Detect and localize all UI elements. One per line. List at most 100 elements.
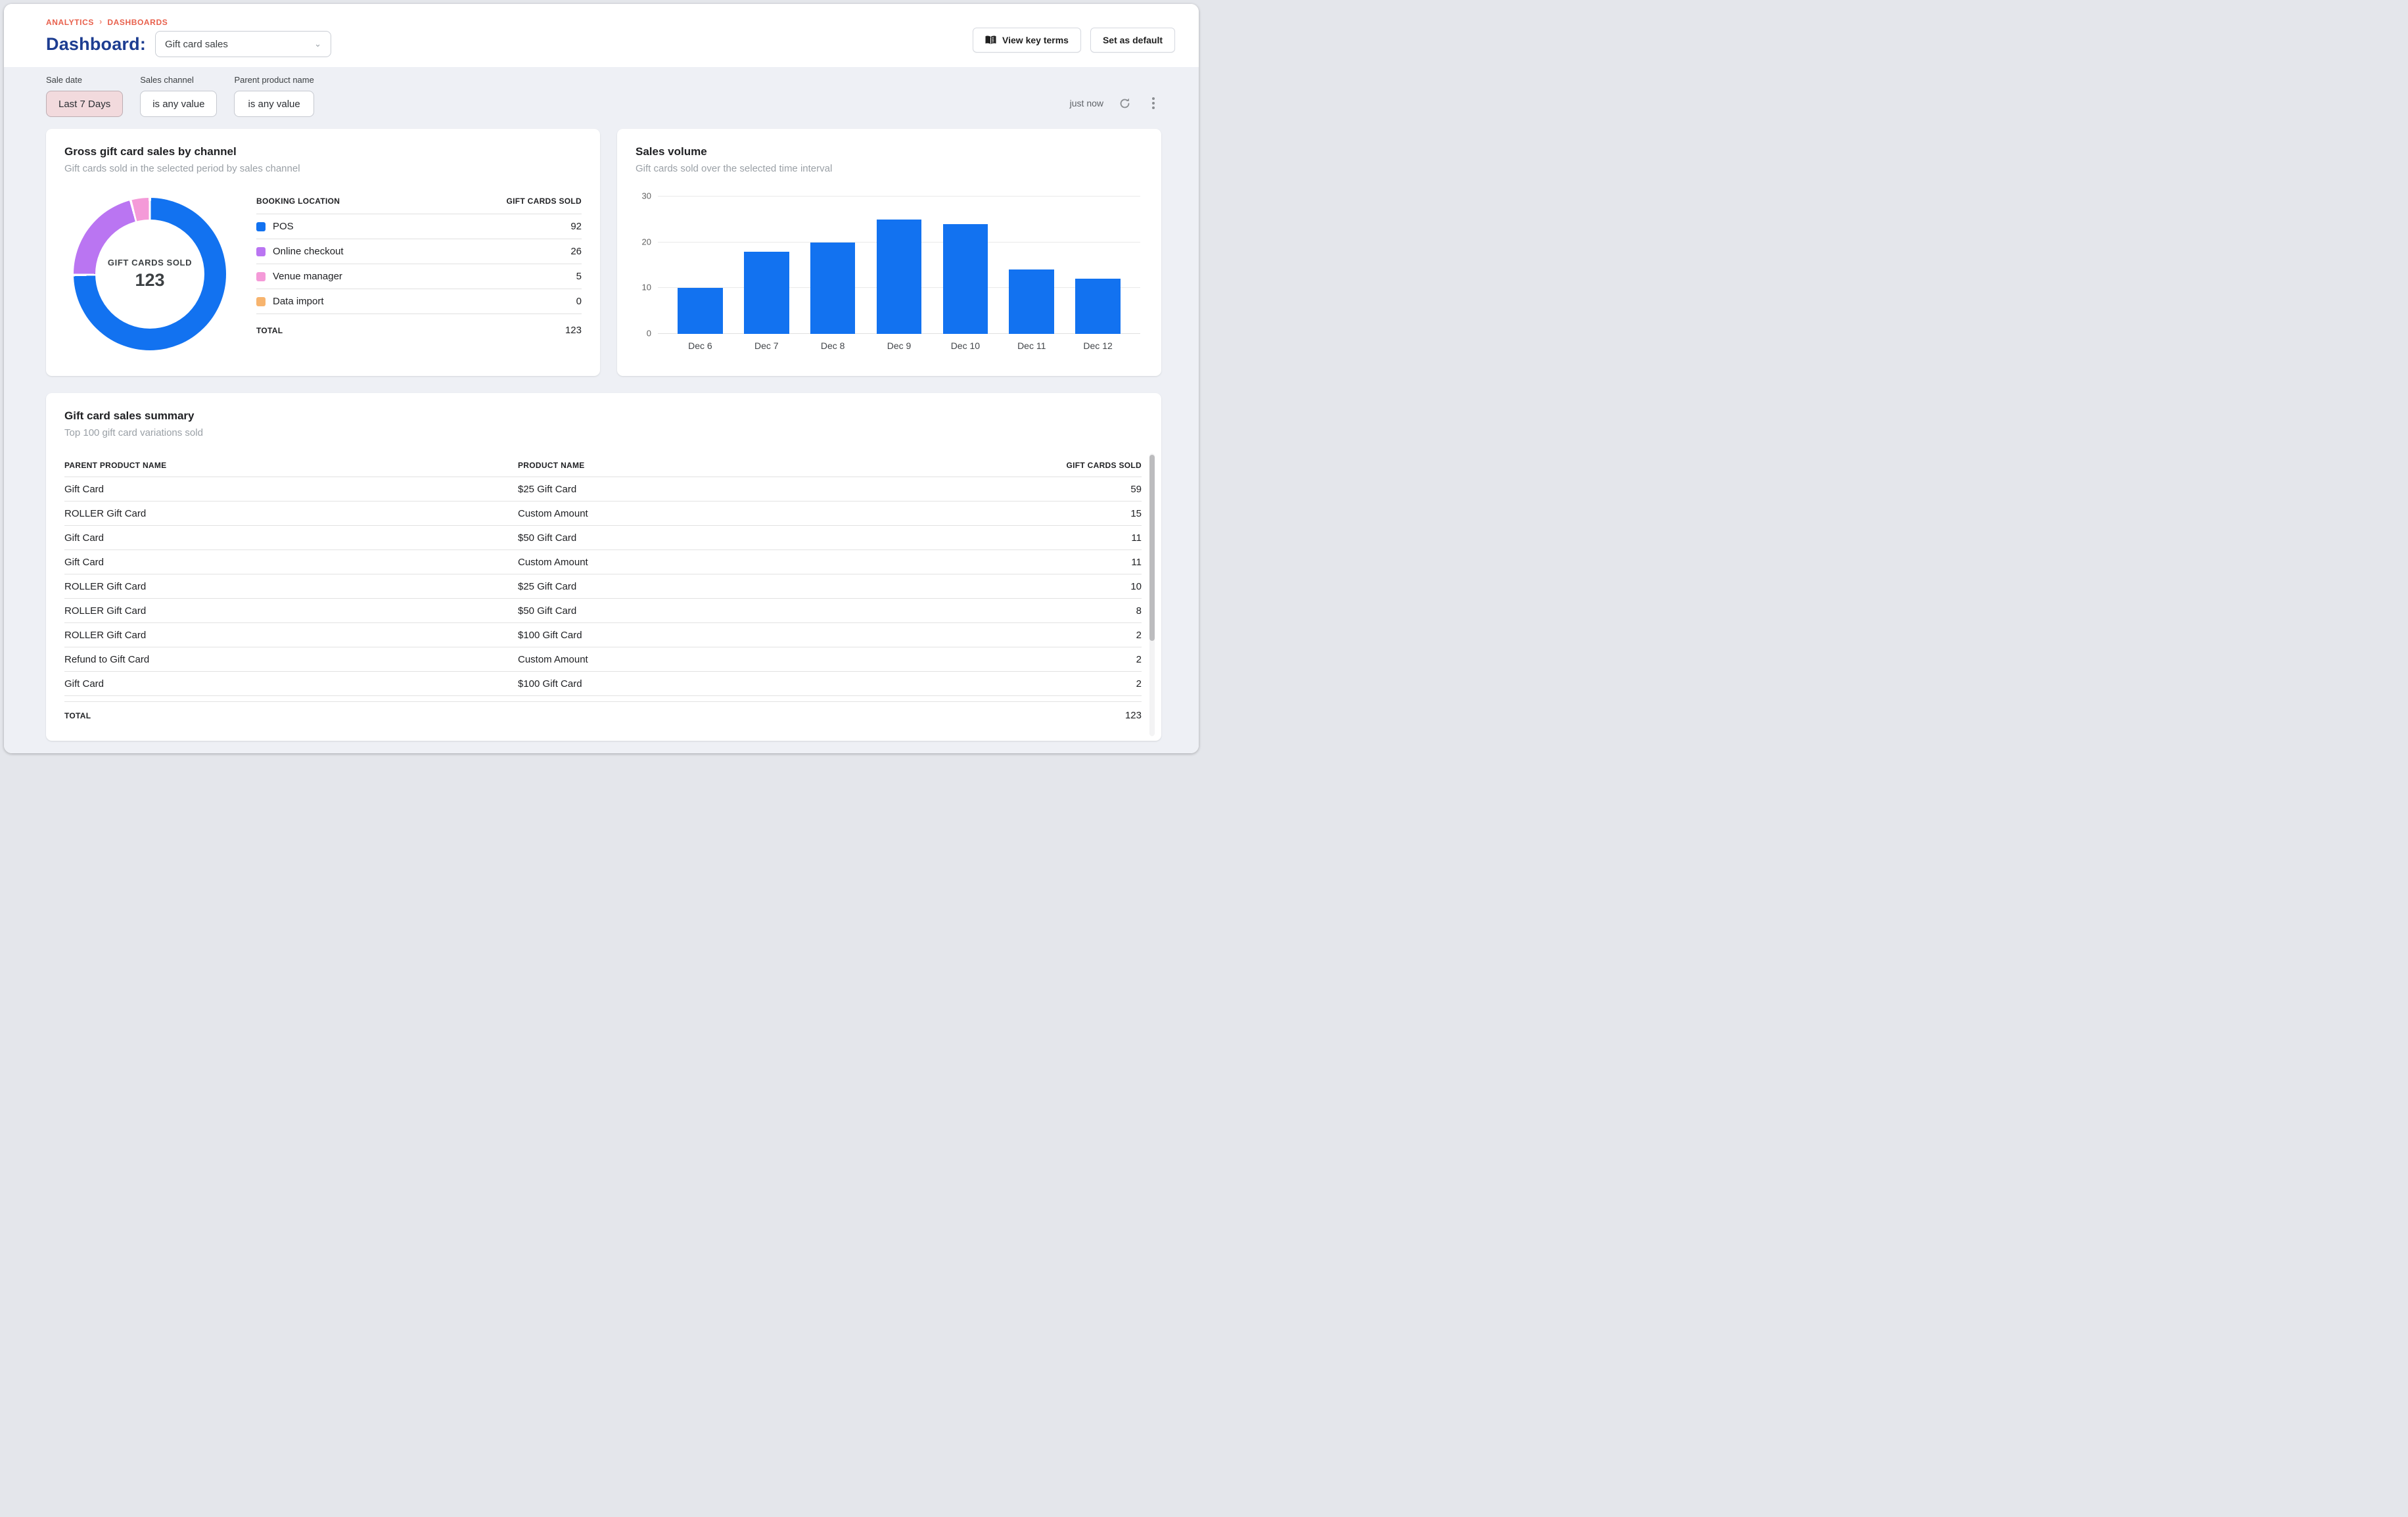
y-axis-tick: 10 <box>641 282 651 292</box>
donut-chart: GIFT CARDS SOLD 123 <box>74 198 226 350</box>
header-left: ANALYTICS › DASHBOARDS Dashboard: Gift c… <box>46 13 332 57</box>
cell-parent-product: ROLLER Gift Card <box>64 580 147 592</box>
table-scrollbar-thumb[interactable] <box>1149 455 1155 641</box>
table-row: Gift Card Custom Amount 11 <box>64 549 1142 574</box>
sales-channel-chip[interactable]: is any value <box>140 91 218 117</box>
table-row: Gift Card $100 Gift Card 2 <box>64 671 1142 695</box>
x-axis-label: Dec 10 <box>950 340 981 351</box>
filter-label: Parent product name <box>234 75 314 85</box>
summary-table-header: PARENT PRODUCT NAME PRODUCT NAME GIFT CA… <box>64 454 1142 477</box>
bar-dec-6[interactable] <box>678 288 723 334</box>
y-axis-tick: 20 <box>641 237 651 247</box>
bar-dec-11[interactable] <box>1009 269 1055 334</box>
bars <box>658 197 1140 334</box>
cell-parent-product: ROLLER Gift Card <box>64 507 147 519</box>
app-header: ANALYTICS › DASHBOARDS Dashboard: Gift c… <box>4 4 1199 67</box>
donut-card: Gross gift card sales by channel Gift ca… <box>46 129 600 376</box>
bar-dec-10[interactable] <box>942 223 988 334</box>
bar-slot <box>733 197 800 334</box>
legend-total-row: TOTAL 123 <box>256 314 582 338</box>
cell-parent-product: Gift Card <box>64 556 104 568</box>
legend-rows: POS 92 Online checkout 26 Venue manager 5 Data… <box>256 214 582 314</box>
last-refreshed-text: just now <box>1069 98 1103 108</box>
summary-card-title: Gift card sales summary <box>64 409 195 422</box>
legend-label: Venue manager <box>273 271 342 282</box>
cell-parent-product: ROLLER Gift Card <box>64 605 147 617</box>
bar-slot <box>667 197 733 334</box>
cell-product: Custom Amount <box>518 507 588 519</box>
gridline: 30 <box>642 191 1140 201</box>
donut-center: GIFT CARDS SOLD 123 <box>95 220 204 329</box>
chevron-down-icon: ⌄ <box>314 39 322 49</box>
table-row: ROLLER Gift Card $25 Gift Card 10 <box>64 574 1142 598</box>
cell-product: $100 Gift Card <box>518 629 582 641</box>
partial-row <box>64 695 1142 701</box>
col-gift-cards-sold: GIFT CARDS SOLD <box>1066 461 1142 470</box>
kebab-menu-icon[interactable] <box>1146 95 1161 111</box>
legend-row: Venue manager 5 <box>256 264 582 289</box>
sale-date-chip[interactable]: Last 7 Days <box>46 91 124 117</box>
parent-product-chip[interactable]: is any value <box>234 91 314 117</box>
cell-product: Custom Amount <box>518 556 588 568</box>
bar-card-subtitle: Gift cards sold over the selected time i… <box>636 163 833 174</box>
view-key-terms-button[interactable]: View key terms <box>973 28 1081 53</box>
summary-table-card: Gift card sales summary Top 100 gift car… <box>46 393 1161 741</box>
table-row: Gift Card $50 Gift Card 11 <box>64 525 1142 549</box>
bar-dec-9[interactable] <box>876 219 922 334</box>
set-as-default-label: Set as default <box>1102 35 1163 45</box>
cell-gift-cards-sold: 59 <box>1130 483 1142 495</box>
col-product-name: PRODUCT NAME <box>518 461 585 470</box>
legend-value: 0 <box>576 296 582 307</box>
title-row: Dashboard: Gift card sales ⌄ <box>46 31 332 57</box>
bar-chart-card: Sales volume Gift cards sold over the se… <box>617 129 1161 376</box>
bar-dec-8[interactable] <box>810 242 856 334</box>
legend-header-location: BOOKING LOCATION <box>256 197 340 206</box>
donut-card-subtitle: Gift cards sold in the selected period b… <box>64 163 300 174</box>
cell-parent-product: Gift Card <box>64 678 104 689</box>
filter-label: Sales channel <box>140 75 194 85</box>
table-scrollbar-track[interactable] <box>1149 454 1155 736</box>
dashboard-selector[interactable]: Gift card sales ⌄ <box>155 31 332 57</box>
bar-dec-7[interactable] <box>744 251 789 334</box>
legend-value: 26 <box>570 246 582 257</box>
page-title: Dashboard: <box>46 34 147 54</box>
legend-label: Data import <box>273 296 324 307</box>
cell-parent-product: Refund to Gift Card <box>64 653 150 665</box>
legend-total-value: 123 <box>565 325 582 336</box>
donut-legend-table: BOOKING LOCATION GIFT CARDS SOLD POS 92 On… <box>256 191 582 350</box>
legend-value: 5 <box>576 271 582 282</box>
donut-center-label: GIFT CARDS SOLD <box>107 258 193 268</box>
dashboard-selector-value: Gift card sales <box>165 38 228 50</box>
table-row: Refund to Gift Card Custom Amount 2 <box>64 647 1142 671</box>
cell-gift-cards-sold: 11 <box>1131 532 1142 544</box>
table-row: ROLLER Gift Card $100 Gift Card 2 <box>64 622 1142 647</box>
cell-parent-product: ROLLER Gift Card <box>64 629 147 641</box>
summary-card-subtitle: Top 100 gift card variations sold <box>64 427 203 438</box>
bar-card-title: Sales volume <box>636 145 707 158</box>
bar-dec-12[interactable] <box>1075 279 1121 334</box>
x-axis-labels: Dec 6 Dec 7 Dec 8 Dec 9 Dec 10 Dec 11 Dec 12 <box>658 340 1140 351</box>
cell-gift-cards-sold: 2 <box>1136 629 1142 641</box>
bar-slot <box>932 197 998 334</box>
table-row: ROLLER Gift Card $50 Gift Card 8 <box>64 598 1142 622</box>
x-axis-label: Dec 12 <box>1083 340 1113 351</box>
breadcrumb-analytics[interactable]: ANALYTICS <box>46 17 94 27</box>
book-icon <box>985 35 996 45</box>
view-key-terms-label: View key terms <box>1002 35 1069 45</box>
x-axis-label: Dec 9 <box>887 340 912 351</box>
filter-sale-date: Sale date Last 7 Days <box>46 75 124 117</box>
y-axis-tick: 30 <box>641 191 651 201</box>
legend-swatch-icon <box>256 246 266 256</box>
bar-slot <box>998 197 1065 334</box>
cell-gift-cards-sold: 8 <box>1136 605 1142 617</box>
legend-swatch-icon <box>256 296 266 306</box>
x-axis-label: Dec 8 <box>820 340 845 351</box>
filter-sales-channel: Sales channel is any value <box>140 75 218 117</box>
breadcrumb-dashboards[interactable]: DASHBOARDS <box>107 17 168 27</box>
x-axis-label: Dec 7 <box>754 340 779 351</box>
set-as-default-button[interactable]: Set as default <box>1090 28 1175 53</box>
refresh-icon[interactable] <box>1117 95 1132 111</box>
col-parent-product-name: PARENT PRODUCT NAME <box>64 461 167 470</box>
cell-product: $50 Gift Card <box>518 605 577 617</box>
legend-value: 92 <box>570 221 582 232</box>
